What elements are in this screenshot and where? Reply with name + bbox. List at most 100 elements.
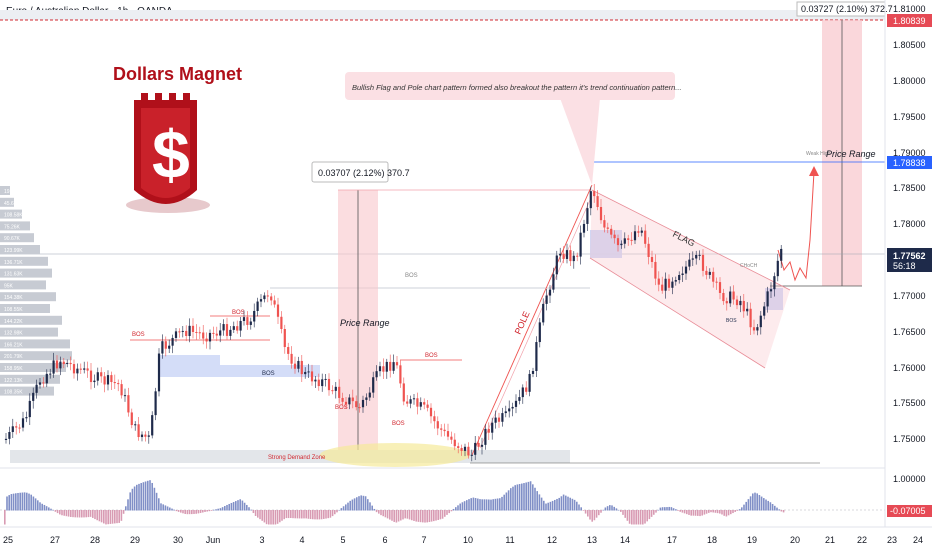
osc-bar <box>261 510 263 521</box>
osc-bar <box>699 510 701 517</box>
osc-bar <box>382 510 384 517</box>
osc-bar <box>485 499 488 511</box>
osc-bar <box>534 487 536 511</box>
candle <box>55 360 59 369</box>
candle <box>729 291 732 304</box>
osc-bar <box>375 510 378 513</box>
candle <box>280 316 283 330</box>
volume-label: 136.71K <box>4 260 23 266</box>
osc-bar <box>600 510 602 513</box>
osc-bar <box>391 510 393 521</box>
candle <box>596 196 599 207</box>
candle <box>603 220 606 228</box>
osc-bar <box>745 501 747 511</box>
osc-bar <box>461 502 464 511</box>
osc-bar <box>171 508 173 511</box>
osc-bar <box>292 510 294 519</box>
candle <box>355 401 358 408</box>
osc-bar <box>270 510 272 525</box>
candle <box>667 278 671 288</box>
osc-bar <box>67 510 70 517</box>
osc-bar <box>54 510 57 512</box>
osc-bar <box>202 510 204 513</box>
candle <box>103 376 106 385</box>
candle <box>623 238 626 244</box>
candle <box>171 337 174 346</box>
osc-bar <box>395 510 398 523</box>
time-label: 12 <box>547 535 557 545</box>
osc-bar <box>657 509 659 511</box>
volume-bar <box>0 351 72 361</box>
osc-bar <box>323 510 325 519</box>
osc-bar <box>494 498 497 511</box>
candle <box>212 332 215 334</box>
candle <box>433 416 436 422</box>
osc-bar <box>138 483 140 511</box>
candle <box>327 378 331 391</box>
candle <box>650 256 654 262</box>
osc-bar <box>400 510 402 521</box>
shield-dollar-icon: $ <box>134 93 197 204</box>
osc-bar <box>463 501 466 511</box>
osc-bar <box>769 502 772 511</box>
candle <box>752 327 756 331</box>
osc-bar <box>683 510 686 514</box>
candle <box>450 436 453 440</box>
osc-bar <box>708 510 710 513</box>
osc-bar <box>325 510 327 519</box>
time-label: 11 <box>505 535 514 545</box>
candle <box>759 315 762 328</box>
osc-bar <box>573 499 576 511</box>
osc-bar <box>472 497 475 511</box>
osc-bar <box>197 510 200 514</box>
candle <box>695 254 698 259</box>
osc-bar <box>384 510 387 518</box>
osc-bar <box>318 510 321 520</box>
osc-bar <box>305 510 307 519</box>
osc-bar <box>538 494 541 511</box>
candle <box>385 361 388 372</box>
osc-bar <box>224 506 226 511</box>
candle <box>688 259 691 267</box>
demand-zone-label: Strong Demand Zone <box>268 455 326 461</box>
candle <box>678 274 681 281</box>
candle <box>746 308 749 312</box>
osc-bar <box>754 492 756 511</box>
candle <box>538 322 541 343</box>
osc-bar <box>505 492 508 511</box>
osc-bar <box>774 505 776 511</box>
osc-bar <box>628 510 631 524</box>
weak-high-label: Weak High <box>806 151 831 157</box>
osc-bar <box>765 499 767 511</box>
logo-text: Dollars Magnet <box>113 64 242 84</box>
osc-bar <box>6 496 8 511</box>
candle <box>514 400 518 407</box>
osc-bar <box>232 502 235 511</box>
osc-bar <box>48 507 50 511</box>
osc-bar <box>681 510 684 513</box>
svg-text:1.80000: 1.80000 <box>893 76 926 86</box>
volume-bar <box>0 186 10 195</box>
osc-bar <box>626 510 629 521</box>
osc-bar <box>441 510 444 519</box>
candle <box>525 387 528 392</box>
osc-bar <box>340 508 343 511</box>
time-label: 24 <box>913 535 923 545</box>
osc-bar <box>39 502 41 511</box>
osc-bar <box>716 510 719 514</box>
osc-bar <box>8 495 10 511</box>
candle <box>232 326 235 330</box>
candle <box>86 368 89 371</box>
osc-bar <box>221 507 224 511</box>
osc-bar <box>437 510 439 520</box>
osc-bar <box>118 510 120 523</box>
volume-bar <box>0 339 70 349</box>
osc-bar <box>272 510 274 525</box>
osc-bar <box>672 508 675 511</box>
osc-bar <box>567 496 569 511</box>
candle <box>647 243 650 257</box>
candle <box>477 442 480 447</box>
osc-bar <box>501 496 503 511</box>
